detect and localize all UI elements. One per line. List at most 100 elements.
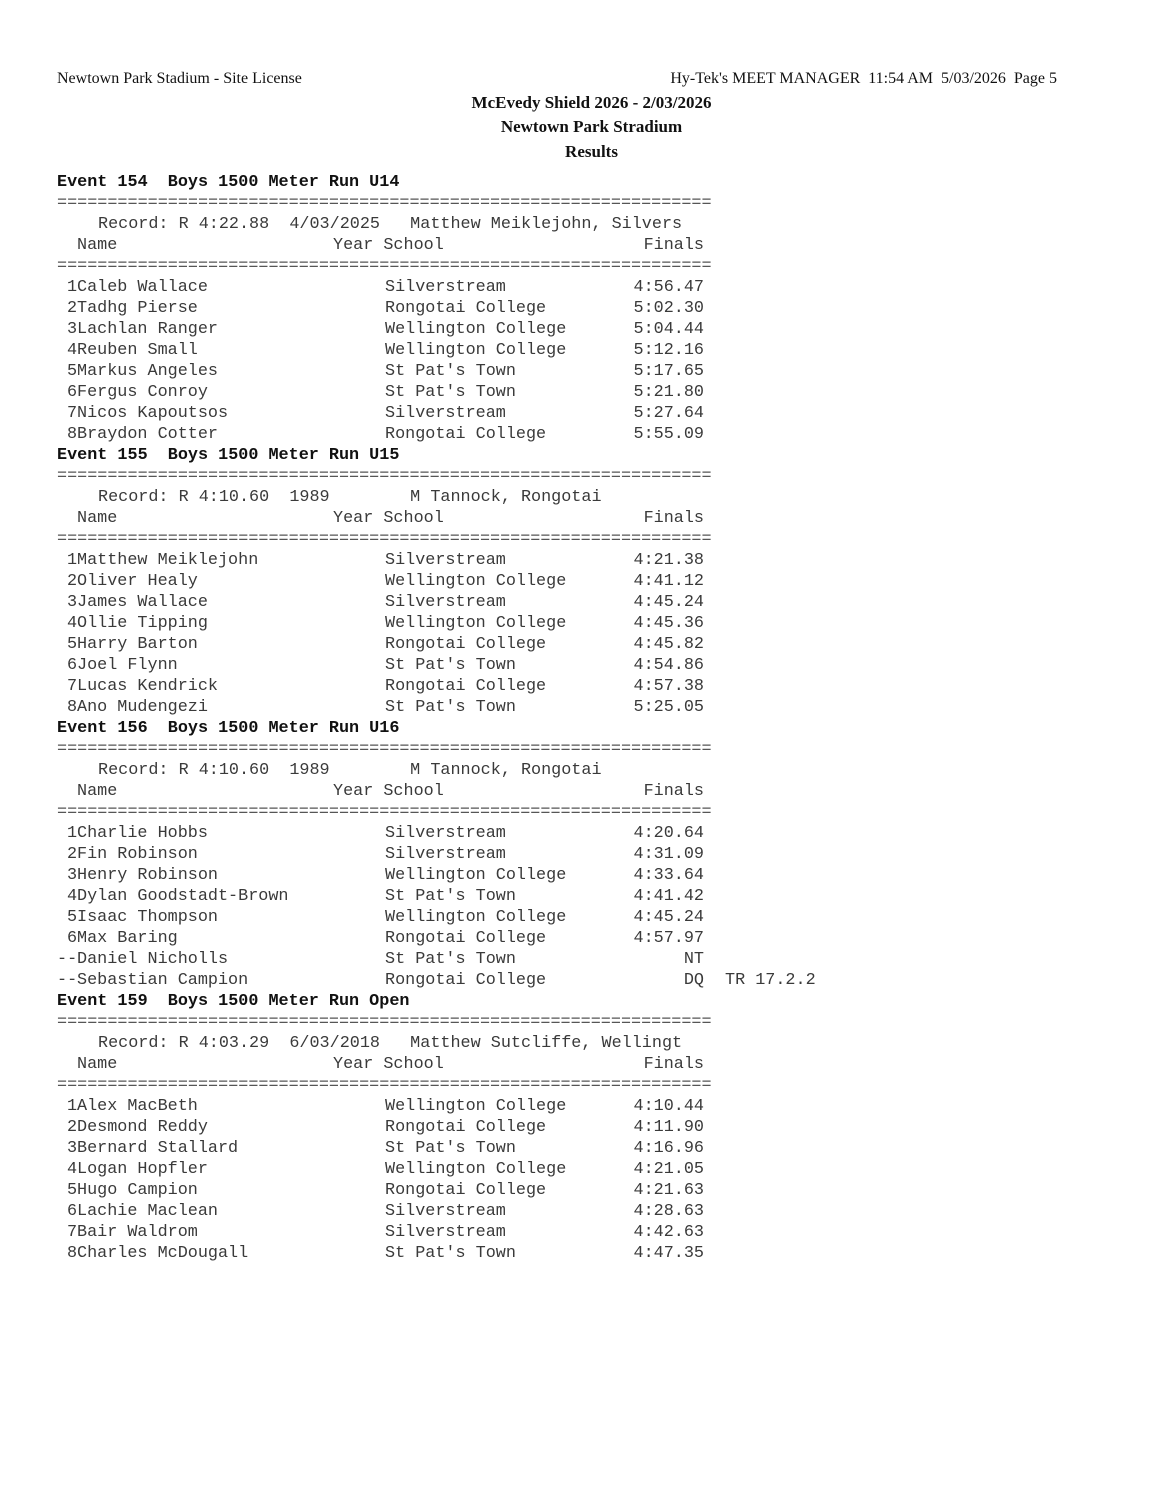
- school: St Pat's Town: [385, 656, 516, 675]
- school: Wellington College: [385, 1160, 567, 1179]
- rank: --: [57, 971, 78, 990]
- rank: 5: [67, 362, 78, 381]
- rank: 6: [67, 929, 78, 948]
- separator: ========================================…: [57, 257, 712, 276]
- rank: 5: [67, 908, 78, 927]
- result-row: 5 Harry Barton Rongotai College 4:45.82: [57, 634, 857, 655]
- rank: 4: [67, 341, 78, 360]
- result-row: 6 Lachie Maclean Silverstream 4:28.63: [57, 1201, 857, 1222]
- header-year-school: Year School: [333, 782, 444, 801]
- school: Rongotai College: [385, 1181, 547, 1200]
- separator: ========================================…: [57, 530, 712, 549]
- finals-time: 4:28.63: [633, 1202, 705, 1221]
- finals-time: 4:20.64: [633, 824, 705, 843]
- athlete-name: Bernard Stallard: [77, 1139, 239, 1158]
- result-row: 2 Desmond Reddy Rongotai College 4:11.90: [57, 1117, 857, 1138]
- record-line: Record: R 4:10.60 1989 M Tannock, Rongot…: [57, 487, 857, 508]
- result-row: -- Daniel Nicholls St Pat's Town NT: [57, 949, 857, 970]
- athlete-name: Charles McDougall: [77, 1244, 249, 1263]
- result-row: 6 Max Baring Rongotai College 4:57.97: [57, 928, 857, 949]
- athlete-name: Reuben Small: [77, 341, 198, 360]
- rank: 2: [67, 572, 78, 591]
- rank: 4: [67, 614, 78, 633]
- header-year-school: Year School: [333, 509, 444, 528]
- event-section: Event 154 Boys 1500 Meter Run U14 =======…: [57, 172, 857, 445]
- result-row: 4 Dylan Goodstadt-Brown St Pat's Town 4:41.…: [57, 886, 857, 907]
- finals-time: 4:10.44: [633, 1097, 705, 1116]
- school: Wellington College: [385, 614, 567, 633]
- finals-time: 4:31.09: [633, 845, 705, 864]
- result-row: -- Sebastian Campion Rongotai College DQ TR …: [57, 970, 857, 991]
- school: St Pat's Town: [385, 887, 516, 906]
- school: Silverstream: [385, 824, 506, 843]
- rank: 8: [67, 425, 78, 444]
- athlete-name: Lucas Kendrick: [77, 677, 218, 696]
- event-title: Event 156 Boys 1500 Meter Run U16: [57, 719, 400, 738]
- finals-time: 4:42.63: [633, 1223, 705, 1242]
- school: St Pat's Town: [385, 383, 516, 402]
- school: Silverstream: [385, 404, 506, 423]
- rank: 1: [67, 1097, 78, 1116]
- athlete-name: Lachlan Ranger: [77, 320, 218, 339]
- school: St Pat's Town: [385, 1244, 516, 1263]
- school: Rongotai College: [385, 425, 547, 444]
- rank: 3: [67, 593, 78, 612]
- rank: 6: [67, 1202, 78, 1221]
- site-license: Newtown Park Stadium - Site License: [57, 70, 302, 87]
- rank: 3: [67, 320, 78, 339]
- result-row: 1 Charlie Hobbs Silverstream 4:20.64: [57, 823, 857, 844]
- school: Wellington College: [385, 341, 567, 360]
- rank: 2: [67, 299, 78, 318]
- athlete-name: Markus Angeles: [77, 362, 218, 381]
- athlete-name: Charlie Hobbs: [77, 824, 208, 843]
- result-row: 6 Fergus Conroy St Pat's Town 5:21.80: [57, 382, 857, 403]
- event-section: Event 159 Boys 1500 Meter Run Open ======…: [57, 991, 857, 1264]
- finals-time: 5:25.05: [633, 698, 705, 717]
- athlete-name: Caleb Wallace: [77, 278, 208, 297]
- result-row: 8 Ano Mudengezi St Pat's Town 5:25.05: [57, 697, 857, 718]
- finals-time: 4:41.42: [633, 887, 705, 906]
- rank: --: [57, 950, 78, 969]
- rank: 8: [67, 1244, 78, 1263]
- school: Wellington College: [385, 866, 567, 885]
- rank: 8: [67, 698, 78, 717]
- record-text: Record: R 4:10.60 1989 M Tannock, Rongot…: [98, 488, 602, 507]
- record-line: Record: R 4:22.88 4/03/2025 Matthew Meik…: [57, 214, 857, 235]
- header-name: Name: [77, 236, 118, 255]
- header-name: Name: [77, 1055, 118, 1074]
- athlete-name: Ollie Tipping: [77, 614, 208, 633]
- athlete-name: Isaac Thompson: [77, 908, 218, 927]
- school: Silverstream: [385, 593, 506, 612]
- record-text: Record: R 4:22.88 4/03/2025 Matthew Meik…: [98, 215, 683, 234]
- finals-time: 5:21.80: [633, 383, 705, 402]
- rank: 3: [67, 1139, 78, 1158]
- finals-time: NT: [683, 950, 704, 969]
- header-name: Name: [77, 509, 118, 528]
- rank: 3: [67, 866, 78, 885]
- event-title: Event 155 Boys 1500 Meter Run U15: [57, 446, 400, 465]
- finals-time: 4:33.64: [633, 866, 705, 885]
- rank: 2: [67, 845, 78, 864]
- header-year-school: Year School: [333, 1055, 444, 1074]
- result-row: 7 Nicos Kapoutsos Silverstream 5:27.64: [57, 403, 857, 424]
- rank: 7: [67, 1223, 78, 1242]
- rank: 6: [67, 656, 78, 675]
- event-section: Event 155 Boys 1500 Meter Run U15 =======…: [57, 445, 857, 718]
- school: Rongotai College: [385, 929, 547, 948]
- rank: 7: [67, 404, 78, 423]
- finals-time: 4:45.24: [633, 593, 705, 612]
- header-finals: Finals: [643, 236, 704, 255]
- school: Rongotai College: [385, 677, 547, 696]
- finals-time: 4:57.38: [633, 677, 705, 696]
- school: Silverstream: [385, 278, 506, 297]
- athlete-name: Fin Robinson: [77, 845, 198, 864]
- finals-time: 4:57.97: [633, 929, 705, 948]
- results-list: Event 154 Boys 1500 Meter Run U14 =======…: [57, 172, 857, 1264]
- finals-time: 4:56.47: [633, 278, 705, 297]
- school: Rongotai College: [385, 635, 547, 654]
- rank: 7: [67, 677, 78, 696]
- athlete-name: James Wallace: [77, 593, 208, 612]
- header-finals: Finals: [643, 1055, 704, 1074]
- rule-note: TR 17.2.2: [725, 971, 816, 990]
- finals-time: 5:27.64: [633, 404, 705, 423]
